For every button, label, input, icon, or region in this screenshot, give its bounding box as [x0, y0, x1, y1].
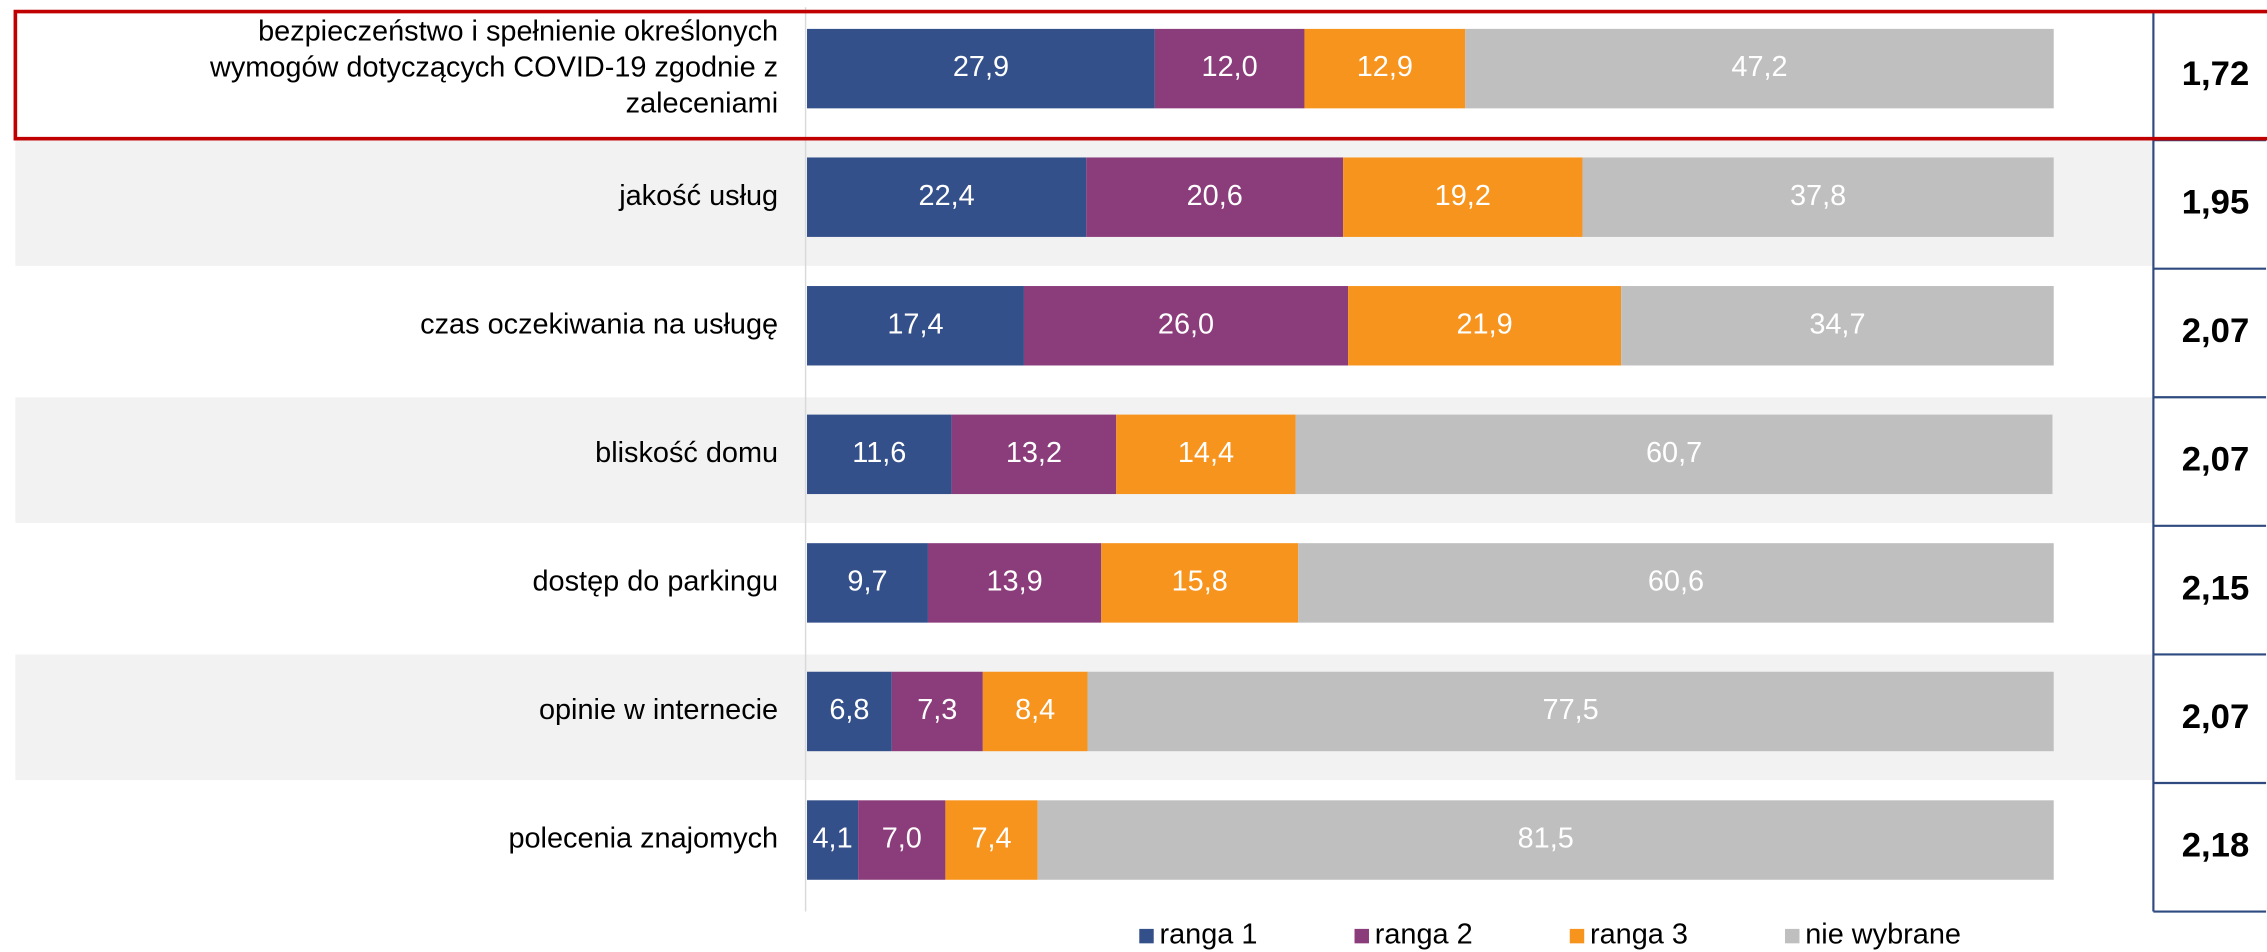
value-label: 17,4: [887, 308, 943, 340]
highlight-box: [13, 9, 2267, 141]
legend-label: ranga 1: [1160, 919, 1258, 951]
bar-segment: [1304, 28, 1466, 109]
value-label: 8,4: [1015, 694, 1055, 726]
legend-swatch: [1139, 928, 1154, 944]
average-label: 1,72: [2182, 55, 2249, 93]
bar-segment: [1087, 671, 2054, 752]
bar-segment: [858, 800, 946, 880]
bar-segment: [891, 671, 983, 752]
value-label: 60,6: [1648, 566, 1704, 598]
value-label: 34,7: [1809, 308, 1865, 340]
bar-segment: [1582, 157, 2054, 237]
value-label: 11,6: [852, 437, 906, 469]
category-label: bliskość domu: [595, 437, 778, 469]
value-label: 60,7: [1646, 437, 1702, 469]
value-label: 19,2: [1435, 180, 1491, 212]
average-label: 2,18: [2182, 826, 2249, 864]
category-label: czas oczekiwania na usługę: [420, 308, 778, 340]
value-label: 7,0: [882, 823, 922, 855]
bar-segment: [1086, 157, 1344, 237]
bar-segment: [807, 28, 1155, 109]
bar-segment: [1295, 414, 2053, 495]
average-label: 2,07: [2182, 312, 2249, 350]
value-label: 37,8: [1790, 180, 1846, 212]
bar-segment: [982, 671, 1088, 752]
value-label: 7,4: [971, 823, 1011, 855]
average-label: 2,07: [2182, 698, 2249, 736]
bar-segment: [951, 414, 1117, 495]
average-label: 2,15: [2182, 569, 2249, 607]
bar-segment: [807, 286, 1024, 366]
value-label: 13,2: [1006, 437, 1062, 469]
value-label: 26,0: [1158, 308, 1214, 340]
value-label: 9,7: [847, 566, 887, 598]
category-label: jakość usług: [618, 180, 778, 212]
value-label: 77,5: [1543, 694, 1599, 726]
value-label: 4,1: [813, 823, 853, 855]
bar-segment: [807, 543, 928, 623]
bar-segment: [1348, 286, 1622, 366]
category-label: polecenia znajomych: [508, 823, 778, 855]
legend-swatch: [1354, 928, 1369, 944]
legend-swatch: [1569, 928, 1585, 944]
bar-segment: [807, 800, 859, 880]
value-label: 13,9: [986, 566, 1042, 598]
bar-segment: [1023, 286, 1349, 366]
bar-segment: [807, 414, 952, 495]
legend-swatch: [1785, 928, 1800, 944]
value-label: 12,0: [1202, 51, 1258, 83]
value-label: 14,4: [1178, 437, 1234, 469]
legend-label: nie wybrane: [1805, 919, 1961, 951]
category-label: opinie w internecie: [539, 694, 778, 726]
value-label: 7,3: [917, 694, 957, 726]
value-label: 12,9: [1357, 51, 1413, 83]
category-label: bezpieczeństwo i spełnienie określonych w…: [209, 15, 778, 119]
value-label: 47,2: [1731, 51, 1787, 83]
value-label: 27,9: [953, 51, 1009, 83]
average-label: 2,07: [2182, 441, 2249, 479]
legend-label: ranga 2: [1375, 919, 1473, 951]
value-label: 20,6: [1187, 180, 1243, 212]
bar-segment: [1116, 414, 1296, 495]
value-label: 22,4: [919, 180, 975, 212]
bar-segment: [927, 543, 1102, 623]
value-label: 21,9: [1456, 308, 1512, 340]
bar-segment: [1298, 543, 2054, 623]
bar-segment: [807, 671, 892, 752]
category-label: dostęp do parkingu: [533, 566, 779, 598]
bar-segment: [1037, 800, 2054, 880]
bar-segment: [945, 800, 1038, 880]
average-label: 1,95: [2182, 184, 2249, 222]
bar-segment: [807, 157, 1087, 237]
value-label: 81,5: [1518, 823, 1574, 855]
bar-segment: [1465, 28, 2054, 109]
value-label: 6,8: [829, 694, 869, 726]
bar-segment: [1101, 543, 1299, 623]
value-label: 15,8: [1172, 566, 1228, 598]
bar-segment: [1343, 157, 1583, 237]
bar-segment: [1621, 286, 2054, 366]
bar-segment: [1154, 28, 1305, 109]
legend-label: ranga 3: [1590, 919, 1688, 951]
